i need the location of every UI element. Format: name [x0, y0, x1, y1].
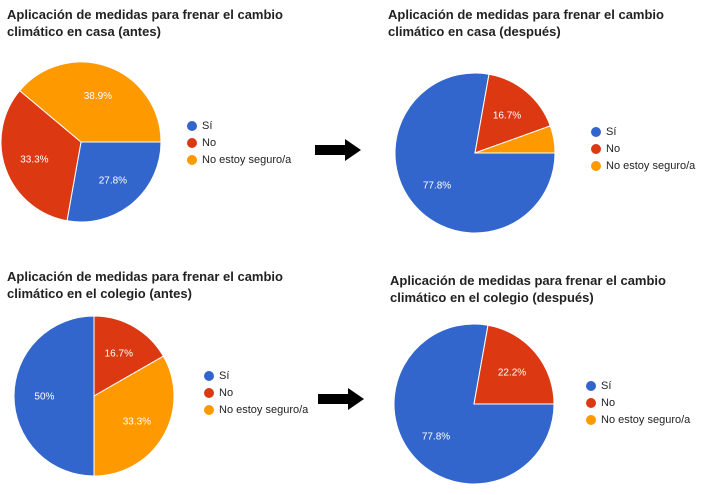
legend-swatch-no-seguro [204, 404, 214, 415]
legend-swatch-no [204, 387, 214, 398]
pie-data-label-si: 50% [34, 392, 54, 403]
pie-data-label-no: 22.2% [498, 368, 526, 379]
legend-item-no: No [204, 384, 308, 401]
pie-data-label-no: 33.3% [20, 154, 48, 165]
legend-swatch-no-seguro [586, 414, 596, 425]
legend-label-si: Sí [202, 119, 213, 132]
right-arrow-icon [315, 139, 361, 161]
pie-slice-no [0, 89, 82, 222]
pie-slice-no-estoy-seguro-a [474, 125, 556, 154]
legend-swatch-no [187, 137, 197, 148]
legend-label-si: Sí [606, 125, 617, 138]
legend-item-si: Sí [204, 367, 308, 384]
legend-swatch-si [187, 120, 197, 131]
legend-swatch-si [591, 126, 601, 137]
legend-swatch-no-seguro [591, 160, 601, 171]
pie-slice-no [93, 315, 165, 397]
legend-item-no: No [586, 394, 690, 411]
pie-slice-no [473, 324, 555, 405]
chart-title-casa-despues: Aplicación de medidas para frenar el cam… [388, 7, 664, 39]
pie-data-label-no-estoy-seguro-a: 38.9% [84, 91, 112, 102]
legend-label-si: Sí [219, 369, 230, 382]
legend-casa-despues: Sí No No estoy seguro/a [591, 123, 695, 174]
pie-slice-no-estoy-seguro-a [93, 355, 175, 477]
chart-title-colegio-despues: Aplicación de medidas para frenar el cam… [390, 273, 666, 305]
legend-item-si: Sí [187, 117, 291, 134]
legend-item-no-seguro: No estoy seguro/a [586, 411, 690, 428]
legend-label-no: No [601, 396, 616, 409]
pie-data-label-si: 77.8% [422, 431, 450, 442]
pie-data-label-si: 27.8% [99, 176, 127, 187]
legend-swatch-no [591, 143, 601, 154]
chart-title-colegio-antes: Aplicación de medidas para frenar el cam… [7, 269, 283, 301]
pie-slice-si [66, 141, 162, 223]
pie-data-label-no-estoy-seguro-a: 33.3% [123, 416, 151, 427]
legend-item-no: No [591, 140, 695, 157]
pie-data-label-no: 16.7% [493, 111, 521, 122]
legend-swatch-si [204, 370, 214, 381]
legend-item-no: No [187, 134, 291, 151]
pie-slice-si [13, 315, 95, 477]
right-arrow-icon [318, 388, 364, 410]
legend-label-no-seguro: No estoy seguro/a [219, 403, 309, 416]
pie-slice-no [474, 73, 551, 154]
legend-label-no: No [219, 386, 234, 399]
legend-label-no-seguro: No estoy seguro/a [601, 413, 691, 426]
legend-colegio-despues: Sí No No estoy seguro/a [586, 377, 690, 428]
legend-item-no-seguro: No estoy seguro/a [187, 151, 291, 168]
legend-colegio-antes: Sí No No estoy seguro/a [204, 367, 308, 418]
pie-data-label-no: 16.7% [105, 349, 133, 360]
legend-casa-antes: Sí No No estoy seguro/a [187, 117, 291, 168]
legend-item-si: Sí [591, 123, 695, 140]
legend-label-no-seguro: No estoy seguro/a [202, 153, 292, 166]
legend-swatch-no-seguro [187, 154, 197, 165]
legend-label-no: No [606, 142, 621, 155]
legend-item-no-seguro: No estoy seguro/a [204, 401, 308, 418]
legend-swatch-si [586, 380, 596, 391]
pie-data-label-si: 77.8% [423, 180, 451, 191]
legend-label-si: Sí [601, 379, 612, 392]
legend-label-no-seguro: No estoy seguro/a [606, 159, 696, 172]
pie-slice-no-estoy-seguro-a [18, 61, 162, 143]
legend-item-si: Sí [586, 377, 690, 394]
pie-slice-si [393, 323, 555, 485]
legend-label-no: No [202, 136, 217, 149]
legend-item-no-seguro: No estoy seguro/a [591, 157, 695, 174]
pie-slice-si [394, 72, 556, 234]
chart-title-casa-antes: Aplicación de medidas para frenar el cam… [7, 7, 283, 39]
legend-swatch-no [586, 397, 596, 408]
